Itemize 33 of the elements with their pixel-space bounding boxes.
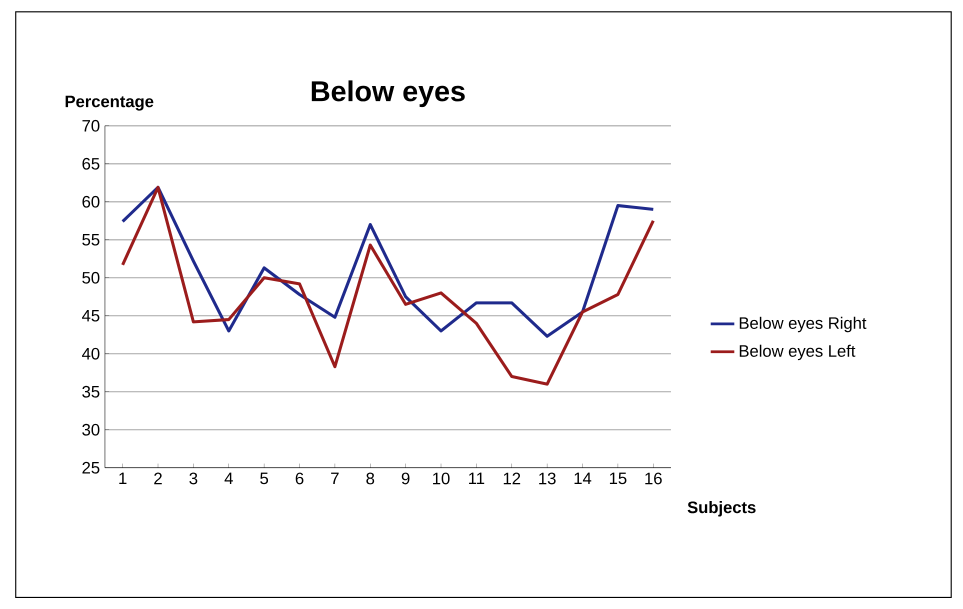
y-tick-label: 35: [82, 386, 100, 398]
x-tick-label: 13: [539, 472, 556, 484]
chart-title: Below eyes: [312, 80, 465, 107]
y-tick-label: 25: [82, 462, 100, 474]
x-tick-label: 11: [469, 472, 484, 484]
x-tick-label: 4: [224, 472, 233, 484]
x-tick-label: 7: [331, 472, 339, 484]
y-tick-label: 70: [82, 120, 100, 132]
y-tick-label: 30: [82, 424, 100, 436]
y-tick-label: 55: [82, 234, 100, 246]
x-tick-label: 10: [433, 472, 450, 484]
y-tick-label: 65: [82, 158, 100, 170]
y-tick-label: 60: [82, 196, 100, 208]
y-tick-label: 45: [82, 310, 100, 322]
x-tick-label: 5: [260, 472, 268, 484]
x-tick-label: 16: [645, 472, 662, 484]
x-tick-label: 6: [296, 472, 304, 484]
x-tick-label: 3: [189, 472, 198, 484]
x-tick-label: 8: [366, 472, 374, 484]
y-tick-label: 40: [82, 348, 100, 360]
y-axis-title: Percentage: [66, 96, 154, 111]
x-tick-label: 1: [119, 472, 126, 484]
legend-label: Below eyes Right: [740, 316, 866, 332]
x-tick-label: 14: [574, 472, 592, 484]
x-tick-label: 15: [610, 472, 626, 484]
line-series: [121, 186, 655, 386]
legend-label: Below eyes Left: [740, 344, 856, 360]
x-tick-label: 2: [154, 472, 162, 484]
x-tick-label: 9: [402, 472, 410, 484]
y-tick-label: 50: [82, 272, 100, 284]
x-axis-title: Subjects: [688, 500, 756, 516]
x-tick-label: 12: [504, 472, 520, 484]
line-series: [121, 186, 655, 338]
